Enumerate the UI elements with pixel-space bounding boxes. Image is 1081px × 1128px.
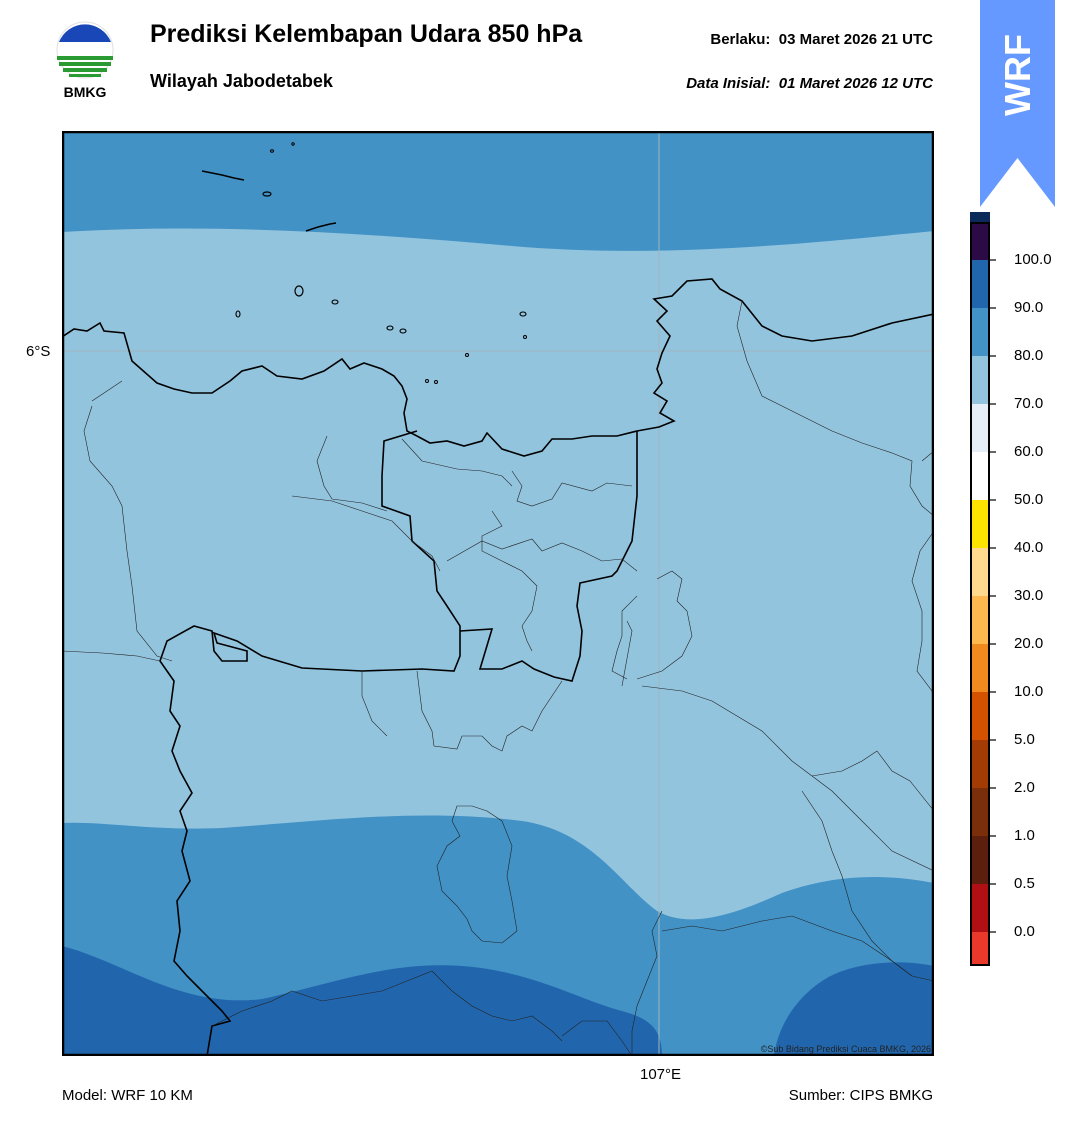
valid-label: Berlaku: [710, 31, 771, 48]
wrf-badge [980, 0, 1055, 207]
coastline [62, 278, 934, 457]
island [291, 142, 295, 146]
colorbar-segment [970, 356, 990, 404]
humidity-map [62, 131, 934, 1056]
colorbar-segment [970, 644, 990, 692]
colorbar-segment [970, 692, 990, 740]
wrf-badge-text: WRF [996, 34, 1038, 116]
init-label: Data Inisial: [686, 75, 771, 92]
colorbar-label: 70.0 [1014, 395, 1044, 412]
colorbar-label: 60.0 [1014, 443, 1044, 460]
colorbar-segment [970, 308, 990, 356]
island [465, 353, 469, 357]
colorbar-label: 0.0 [1014, 923, 1035, 940]
logo-text: BMKG [63, 84, 107, 100]
colorbar-label: 2.0 [1014, 779, 1035, 796]
island [270, 149, 274, 153]
colorbar-label: 5.0 [1014, 731, 1035, 748]
bmkg-logo [56, 21, 114, 79]
island [399, 328, 407, 334]
island [262, 191, 272, 197]
island [235, 310, 241, 318]
colorbar-segment [970, 404, 990, 452]
copyright-credit: ©Sub Bidang Prediksi Cuaca BMKG, 2026 [760, 1044, 931, 1054]
colorbar-segment [970, 260, 990, 308]
latitude-label: 6°S [26, 343, 51, 360]
island [294, 285, 304, 297]
colorbar-label: 40.0 [1014, 539, 1044, 556]
island [331, 299, 339, 305]
colorbar-frame [970, 222, 990, 966]
regency-borders [62, 300, 934, 1056]
colorbar-label: 20.0 [1014, 635, 1044, 652]
island [386, 325, 394, 331]
colorbar-segment [970, 596, 990, 644]
page-subtitle: Wilayah Jabodetabek [150, 71, 333, 91]
province-border-west [159, 430, 461, 1056]
colorbar-segment [970, 452, 990, 500]
colorbar-label: 90.0 [1014, 299, 1044, 316]
province-border-jakarta [459, 431, 638, 682]
colorbar-label: 10.0 [1014, 683, 1044, 700]
colorbar [970, 212, 996, 966]
island [519, 311, 527, 317]
band-60-70 [62, 228, 934, 920]
colorbar-label: 80.0 [1014, 347, 1044, 364]
colorbar-segment [970, 788, 990, 836]
colorbar-segment [970, 836, 990, 884]
valid-value: 03 Maret 2026 21 UTC [778, 31, 933, 48]
colorbar-label: 50.0 [1014, 491, 1044, 508]
island [201, 170, 245, 181]
valid-time: Berlaku: 03 Maret 2026 21 UTC [710, 31, 933, 48]
island [425, 379, 429, 383]
island [523, 335, 527, 339]
longitude-label: 107°E [640, 1066, 682, 1083]
model-info: Model: WRF 10 KM [62, 1087, 193, 1104]
colorbar-label: 1.0 [1014, 827, 1035, 844]
map-frame [62, 131, 934, 1056]
colorbar-segment [970, 500, 990, 548]
band-80-90-southeast [774, 962, 934, 1056]
colorbar-segment [970, 740, 990, 788]
colorbar-label: 100.0 [1014, 251, 1052, 268]
init-value: 01 Maret 2026 12 UTC [778, 75, 933, 92]
colorbar-segment [970, 548, 990, 596]
island [305, 222, 337, 232]
wrf-badge-text-wrap: WRF [980, 0, 1055, 150]
colorbar-label: 30.0 [1014, 587, 1044, 604]
page-title: Prediksi Kelembapan Udara 850 hPa [150, 20, 583, 48]
init-time: Data Inisial: 01 Maret 2026 12 UTC [686, 75, 933, 92]
colorbar-segment [970, 222, 990, 260]
source-info: Sumber: CIPS BMKG [788, 1087, 933, 1104]
island [434, 380, 438, 384]
colorbar-segment [970, 884, 990, 932]
colorbar-label: 0.5 [1014, 875, 1035, 892]
colorbar-segment [970, 932, 990, 966]
